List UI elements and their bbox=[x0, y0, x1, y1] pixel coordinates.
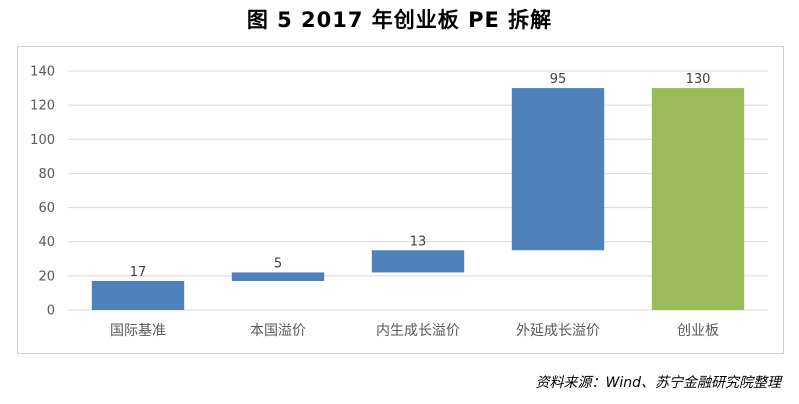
y-tick-label-140: 140 bbox=[30, 65, 55, 80]
waterfall-chart: 0 20 40 60 80 100 120 140 17 5 13 95 130 国际基准 本国溢价 内生… bbox=[30, 65, 768, 339]
data-label-2: 5 bbox=[274, 256, 282, 271]
y-tick-label-100: 100 bbox=[30, 133, 55, 148]
chart-area: 0 20 40 60 80 100 120 140 17 5 13 95 130 国际基准 本国溢价 内生… bbox=[17, 46, 784, 354]
data-label-4: 95 bbox=[550, 72, 567, 87]
x-tick-label-4: 外延成长溢价 bbox=[516, 323, 600, 339]
y-tick-label-80: 80 bbox=[38, 167, 55, 182]
bar-1 bbox=[91, 280, 185, 310]
bar-2 bbox=[231, 272, 325, 281]
x-tick-label-2: 本国溢价 bbox=[250, 323, 306, 339]
data-label-3: 13 bbox=[410, 234, 427, 249]
bar-4 bbox=[511, 88, 605, 251]
y-tick-label-20: 20 bbox=[38, 269, 55, 284]
y-tick-label-40: 40 bbox=[38, 235, 55, 250]
y-tick-label-60: 60 bbox=[38, 201, 55, 216]
gridlines bbox=[68, 70, 768, 311]
x-axis-tick-labels: 国际基准 本国溢价 内生成长溢价 外延成长溢价 创业板 bbox=[110, 322, 719, 339]
data-labels: 17 5 13 95 130 bbox=[130, 72, 711, 280]
source-note: 资料来源：Wind、苏宁金融研究院整理 bbox=[535, 375, 782, 391]
bar-3 bbox=[371, 250, 465, 273]
data-label-5: 130 bbox=[686, 72, 711, 87]
x-tick-label-1: 国际基准 bbox=[110, 322, 166, 339]
x-tick-label-3: 内生成长溢价 bbox=[376, 323, 460, 339]
y-tick-label-0: 0 bbox=[47, 304, 55, 319]
bar-5 bbox=[651, 88, 745, 310]
y-axis-tick-labels: 0 20 40 60 80 100 120 140 bbox=[30, 65, 55, 319]
y-tick-label-120: 120 bbox=[30, 99, 55, 114]
figure-title: 图 5 2017 年创业板 PE 拆解 bbox=[246, 8, 553, 32]
x-tick-label-5: 创业板 bbox=[677, 323, 719, 339]
bars bbox=[91, 88, 745, 310]
data-label-1: 17 bbox=[130, 265, 147, 280]
